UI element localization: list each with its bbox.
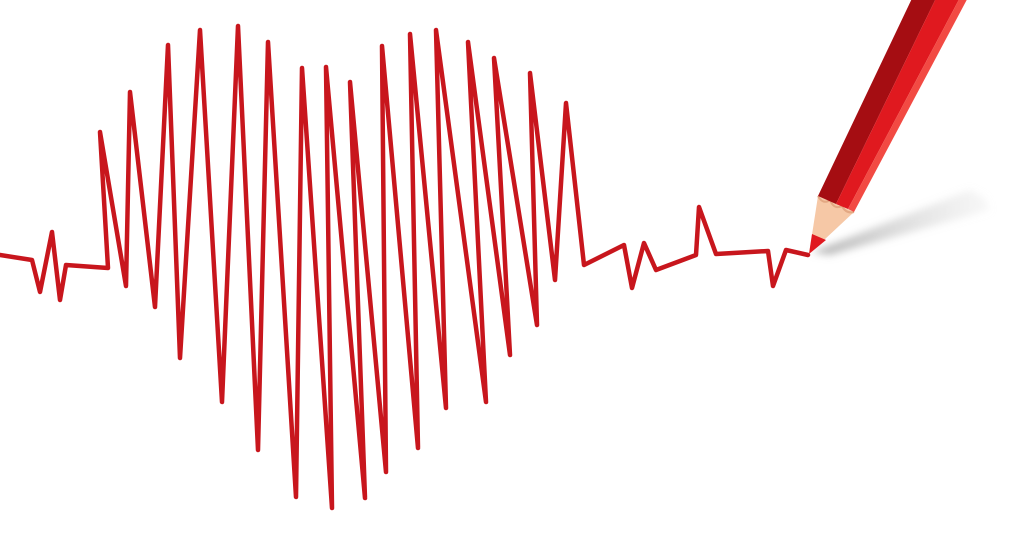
pencil-body-light-side <box>848 0 967 212</box>
red-pencil-icon <box>809 0 967 254</box>
pencil-shadow <box>812 190 990 255</box>
pencil-lead-tip <box>809 234 826 254</box>
heartbeat-line-icon <box>0 23 811 511</box>
pencil-body-dark-side <box>818 0 936 204</box>
pencil-body <box>836 0 959 209</box>
pencil-wood-edge <box>817 195 855 214</box>
